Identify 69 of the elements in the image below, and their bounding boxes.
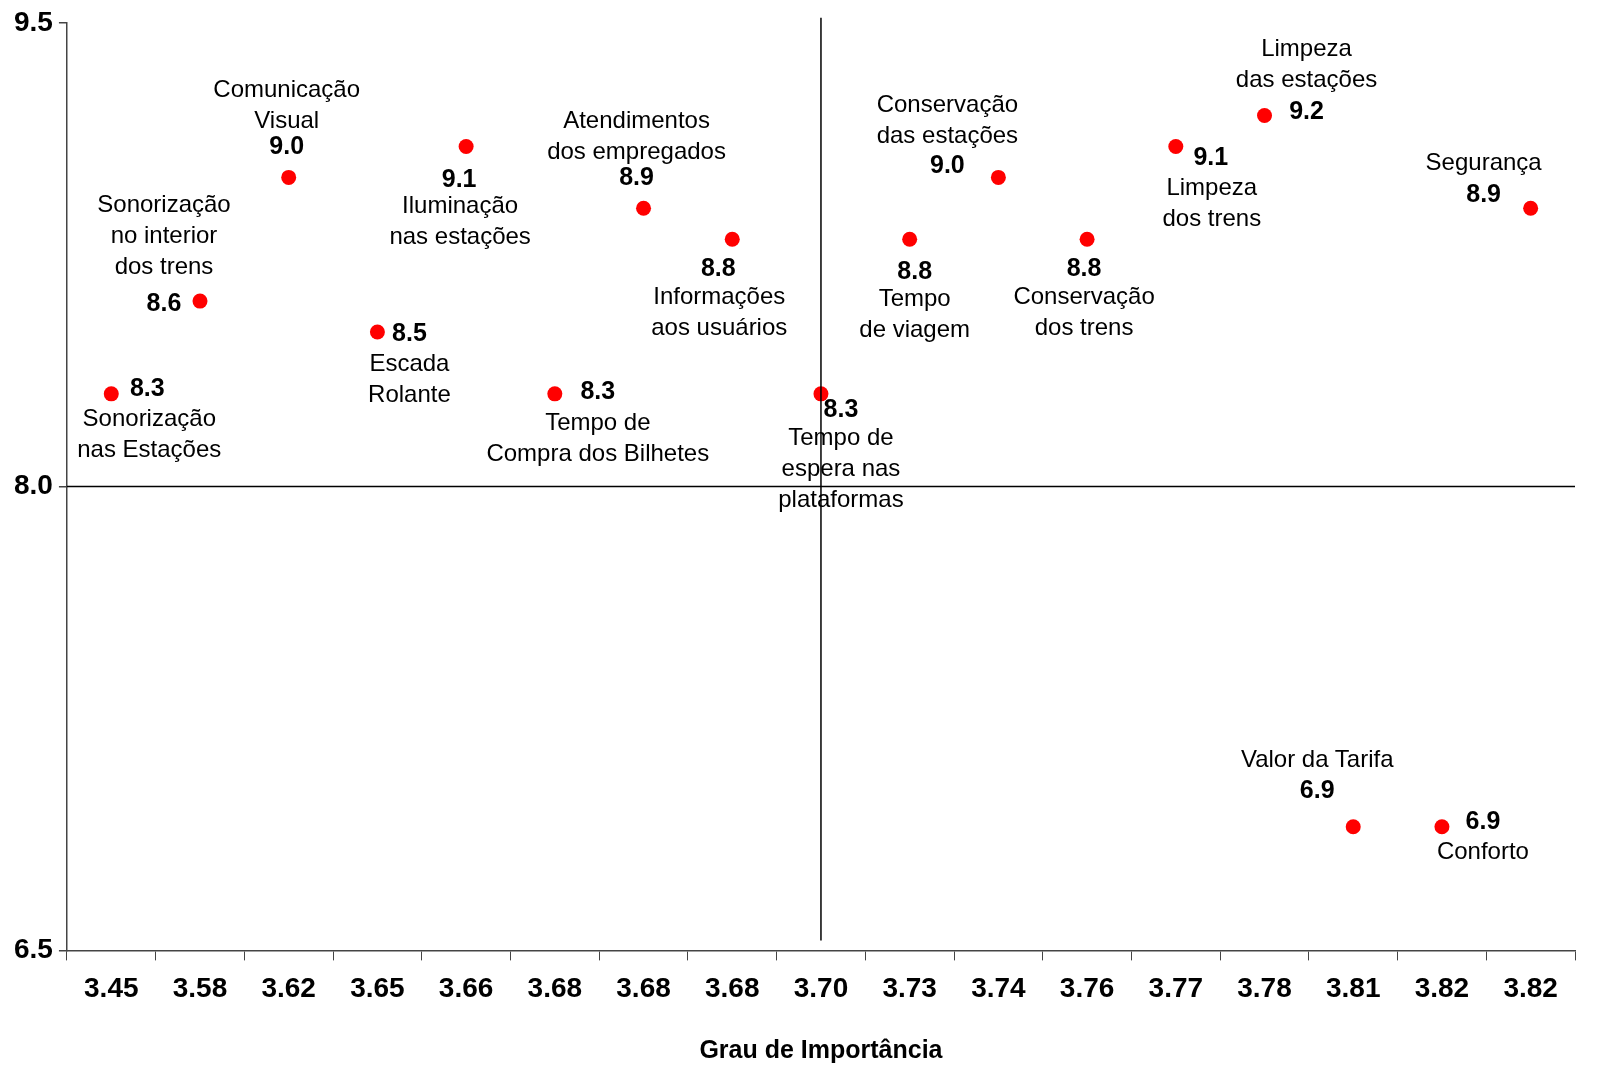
x-tick-label: 3.58 xyxy=(172,971,228,1003)
x-tick-label: 3.66 xyxy=(438,971,494,1003)
text: Valor da Tarifa xyxy=(1240,745,1395,773)
point xyxy=(1523,200,1539,216)
series-label: Segurança xyxy=(1425,147,1543,175)
x-tick-label: 3.74 xyxy=(971,971,1027,1003)
point xyxy=(369,324,385,340)
x-tick-label: 3.82 xyxy=(1503,971,1558,1003)
point xyxy=(458,138,474,154)
x-tick-label: 3.68 xyxy=(616,971,671,1003)
data-label: 8.6 xyxy=(146,287,182,316)
point xyxy=(192,293,208,309)
data-label: 8.3 xyxy=(823,393,859,422)
x-tick-label: 3.73 xyxy=(882,971,937,1003)
data-label: 8.3 xyxy=(129,372,165,401)
x-tick-label: 3.76 xyxy=(1059,971,1115,1003)
data-label: 8.8 xyxy=(1066,253,1102,282)
text: Conservação dos trens xyxy=(1013,281,1155,340)
point xyxy=(1345,819,1361,835)
series-label: Conforto xyxy=(1436,837,1529,865)
point xyxy=(1168,138,1184,154)
text: Atendimentos dos empregados xyxy=(547,105,726,164)
x-tick-label: 3.81 xyxy=(1325,971,1381,1003)
text: Tempo de viagem xyxy=(859,283,971,342)
data-label: 6.9 xyxy=(1299,774,1335,803)
series-label: Sonorização no interior dos trens xyxy=(97,189,231,279)
x-axis-title: Grau de Importância xyxy=(699,1034,944,1063)
point xyxy=(547,386,563,402)
data-label: 9.0 xyxy=(269,131,305,160)
y-tick-label: 8.0 xyxy=(13,469,53,501)
point xyxy=(636,200,652,216)
point xyxy=(103,386,119,402)
x-tick-label: 3.77 xyxy=(1148,971,1204,1003)
x-tick-label: 3.68 xyxy=(527,971,583,1003)
x-tick-label: 3.70 xyxy=(793,971,849,1003)
x-tick-label: 3.65 xyxy=(350,971,405,1003)
text: Iluminação nas estações xyxy=(389,191,531,250)
x-tick-label: 3.82 xyxy=(1414,971,1470,1003)
point xyxy=(902,231,918,247)
y-tick-label: 6.5 xyxy=(13,933,53,965)
point xyxy=(1079,231,1095,247)
point xyxy=(990,169,1006,185)
data-label: 9.0 xyxy=(930,150,965,179)
point xyxy=(1257,108,1273,124)
series-label: Escada Rolante xyxy=(368,348,451,407)
text: Comunicação Visual xyxy=(213,75,361,134)
x-tick-label: 3.45 xyxy=(84,971,139,1003)
x-tick-label: 3.62 xyxy=(261,971,316,1003)
text: Tempo de Compra dos Bilhetes xyxy=(486,408,710,467)
series-label: Limpeza dos trens xyxy=(1162,173,1262,232)
data-label: 8.9 xyxy=(1466,179,1502,208)
x-tick-label: 3.68 xyxy=(705,971,760,1003)
data-label: 9.1 xyxy=(441,164,477,193)
data-label: 9.2 xyxy=(1289,96,1324,125)
data-label: 9.1 xyxy=(1193,142,1229,171)
point xyxy=(281,169,297,185)
data-label: 6.9 xyxy=(1465,805,1501,834)
series-label: Limpeza das estações xyxy=(1235,34,1378,93)
text: Informações aos usuários xyxy=(651,281,788,340)
series-label: Conservação das estações xyxy=(876,90,1019,149)
data-label: 8.8 xyxy=(700,253,736,282)
x-tick-label: 3.78 xyxy=(1237,971,1292,1003)
data-label: 8.5 xyxy=(392,317,427,346)
y-tick-label: 9.5 xyxy=(13,5,53,37)
series-label: Sonorização nas Estações xyxy=(77,404,222,463)
data-label: 8.3 xyxy=(580,375,616,404)
data-label: 8.8 xyxy=(897,256,933,285)
point xyxy=(1434,819,1450,835)
point xyxy=(724,231,740,247)
